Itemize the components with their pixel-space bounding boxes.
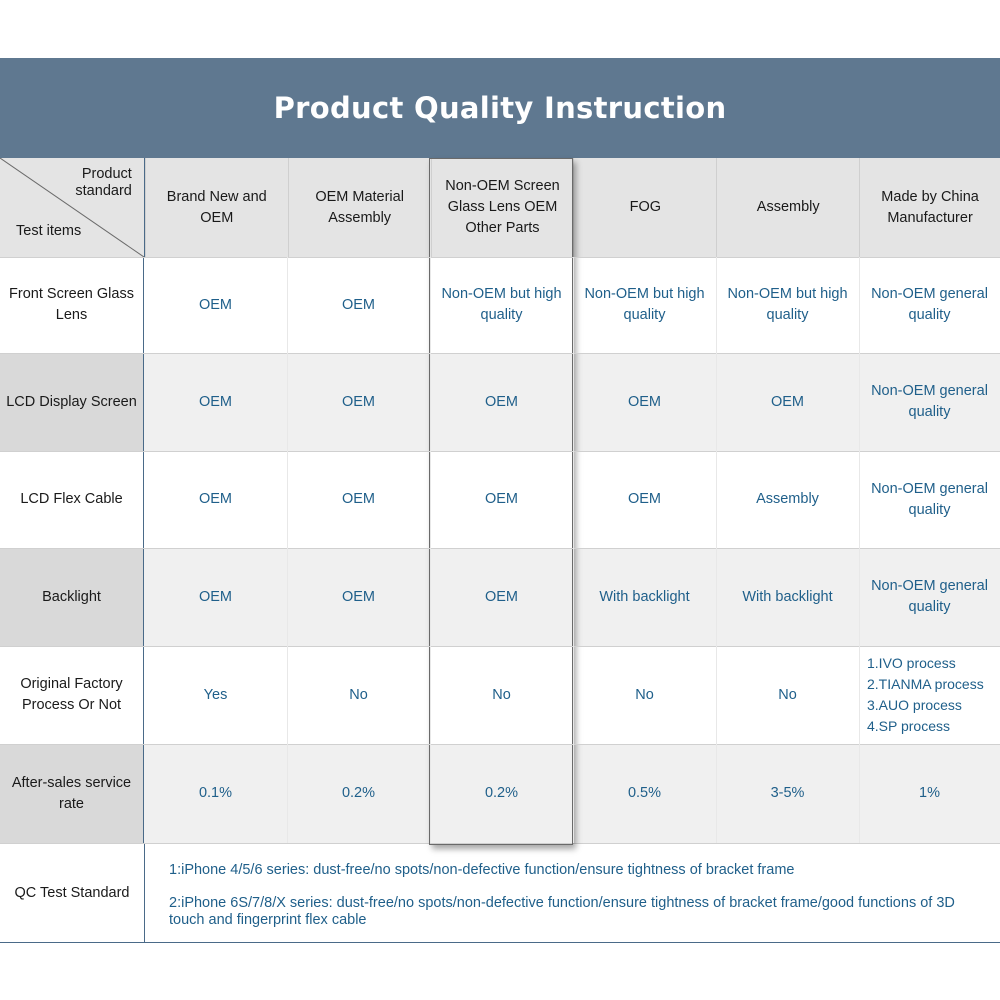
column-divider [573, 257, 574, 843]
table-cell: Non-OEM but high quality [584, 286, 705, 323]
qc-body: 1:iPhone 4/5/6 series: dust-free/no spot… [145, 844, 1000, 942]
table-cell: OEM [627, 491, 662, 507]
table-cell: Non-OEM but high quality [727, 286, 848, 323]
row-divider [0, 548, 1000, 549]
column-divider [716, 257, 717, 843]
column-header: FOG [573, 158, 717, 257]
table-cell: OEM [341, 393, 376, 410]
row-divider [0, 451, 1000, 452]
table-cell: OEM [341, 588, 376, 605]
table-cell: 0.2% [484, 785, 519, 801]
row-label: Backlight [0, 548, 144, 646]
table-cell: Non-OEM but high quality [441, 286, 562, 323]
table-cell: OEM [198, 491, 233, 507]
corner-product-standard: Product standard [75, 166, 132, 199]
column-header: Assembly [716, 158, 860, 257]
table-cell: OEM [627, 393, 662, 410]
row-label: LCD Display Screen [0, 353, 144, 451]
table-cell: Non-OEM general quality [871, 383, 988, 420]
row-divider [0, 744, 1000, 745]
table-row: Front Screen Glass Lens OEM OEM Non-OEM but… [0, 257, 1000, 353]
table-row: LCD Display Screen OEM OEM OEM OEM OEM Non-OEM… [0, 353, 1000, 451]
table-cell: OEM [341, 491, 376, 507]
table-cell: 1% [919, 785, 940, 801]
table-row: Backlight OEM OEM OEM With backlight With bac… [0, 548, 1000, 646]
table-cell: Non-OEM general quality [871, 480, 988, 518]
table-cell: OEM [198, 588, 233, 605]
qc-test-standard-row: QC Test Standard 1:iPhone 4/5/6 series: … [0, 843, 1000, 943]
table-cell: OEM [198, 393, 233, 410]
table-cell: No [349, 686, 368, 703]
table-cell: Non-OEM general quality [871, 286, 988, 323]
table-cell: With backlight [599, 588, 690, 605]
qc-label: QC Test Standard [0, 844, 145, 942]
row-label: LCD Flex Cable [0, 451, 144, 548]
table-cell: No [635, 686, 654, 703]
table-cell: OEM [484, 393, 519, 410]
table-cell: OEM [198, 296, 233, 313]
table-cell: 0.2% [341, 785, 376, 801]
qc-line-2: 2:iPhone 6S/7/8/X series: dust-free/no s… [169, 895, 955, 928]
column-header: Brand New and OEM [144, 158, 288, 257]
table-cell: 1.IVO process 2.TIANMA process 3.AUO pro… [867, 655, 984, 734]
row-label: After-sales service rate [0, 744, 144, 843]
table-row: After-sales service rate 0.1% 0.2% 0.2% 0.5%… [0, 744, 1000, 843]
column-divider [287, 257, 288, 843]
table-cell: OEM [484, 491, 519, 507]
table-cell: OEM [341, 296, 376, 313]
table-cell: 0.5% [627, 785, 662, 801]
title-banner: Product Quality Instruction [0, 58, 1000, 158]
column-header: Made by China Manufacturer [859, 158, 1000, 257]
column-divider [859, 257, 860, 843]
row-label: Original Factory Process Or Not [0, 646, 144, 744]
row-label: Front Screen Glass Lens [0, 257, 144, 353]
column-header: OEM Material Assembly [287, 158, 431, 257]
table-row: LCD Flex Cable OEM OEM OEM OEM Assembly Non-OE… [0, 451, 1000, 548]
table-cell: OEM [484, 588, 519, 605]
table-cell: 0.1% [198, 785, 233, 801]
corner-cell: Product standard Test items [0, 158, 145, 257]
table-cell: Yes [203, 686, 228, 703]
table-row: Original Factory Process Or Not Yes No No No… [0, 646, 1000, 744]
column-divider [430, 257, 431, 843]
table-cell: With backlight [742, 588, 833, 605]
table-cell: No [492, 686, 511, 703]
column-header: Non-OEM Screen Glass Lens OEM Other Part… [430, 158, 574, 257]
row-divider [0, 646, 1000, 647]
header-row: Product standard Test items Brand New and … [0, 158, 1000, 257]
table-cell: 3-5% [770, 785, 805, 801]
corner-test-items: Test items [16, 223, 82, 239]
table-cell: Assembly [756, 491, 819, 507]
row-divider [0, 353, 1000, 354]
qc-line-1: 1:iPhone 4/5/6 series: dust-free/no spot… [169, 862, 795, 878]
table-cell: No [778, 686, 797, 703]
table-cell: OEM [770, 393, 805, 410]
row-divider [0, 257, 1000, 258]
table-cell: Non-OEM general quality [871, 578, 988, 615]
page-title: Product Quality Instruction [273, 91, 727, 125]
